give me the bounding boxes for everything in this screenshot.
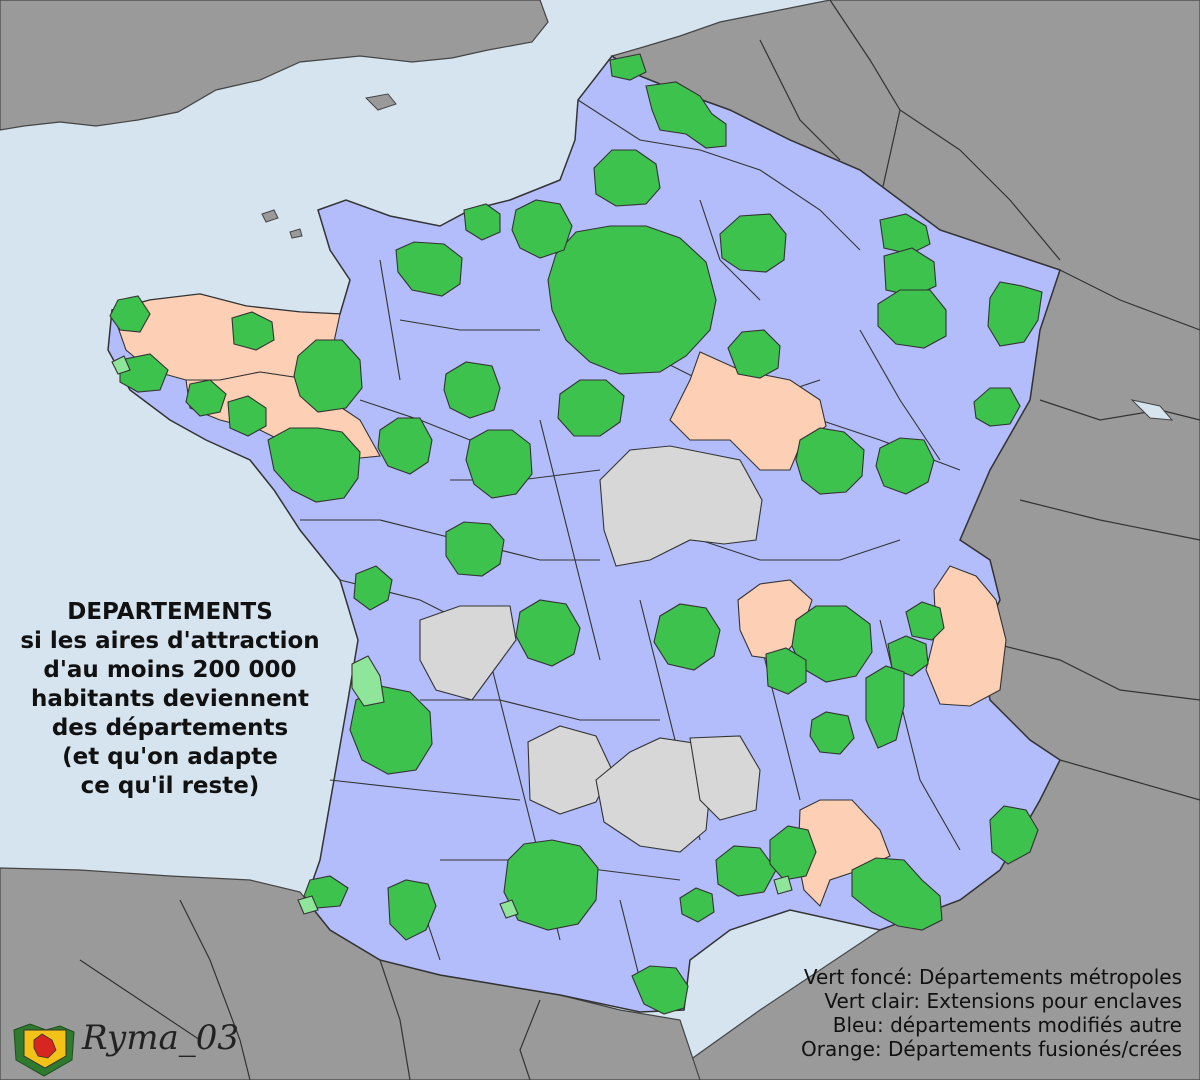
metropole-brest [109, 295, 151, 333]
metropole-dunkirk [609, 53, 647, 81]
metropole-marseille-toulon [851, 857, 943, 931]
extension-lourdes [499, 899, 519, 919]
coat-of-arms [13, 1023, 75, 1077]
extension-arcachon [351, 655, 385, 707]
metropole-lorient [119, 353, 169, 393]
grey-department-south-3 [689, 735, 761, 821]
metropole-bordeaux [349, 685, 433, 775]
legend-dark-green: Vert foncé: Départements métropoles [803, 965, 1182, 989]
metropole-besancon [875, 437, 935, 495]
metropole-saint-etienne [765, 647, 807, 695]
metropole-dijon [795, 427, 865, 495]
metropole-paris [547, 225, 717, 375]
metropole-tours [465, 429, 533, 499]
metropole-orleans [557, 379, 625, 437]
title-line-4: habitants deviennent [30, 686, 310, 712]
metropole-le-havre [463, 203, 501, 241]
channel-island-2 [289, 228, 303, 239]
metropole-nimes-avignon [769, 825, 817, 881]
metropole-mulhouse [973, 387, 1021, 427]
title-line-1: DEPARTEMENTS [67, 599, 273, 625]
grey-department-center [599, 445, 763, 567]
metropole-angers-poitiers [445, 521, 505, 577]
metropole-valence [809, 711, 855, 755]
legend-orange: Orange: Départements fusionés/crées [801, 1037, 1182, 1061]
grey-department-south-2 [595, 737, 711, 853]
metropole-toulouse [503, 839, 599, 931]
metropole-amiens [593, 149, 661, 207]
metropole-rouen [511, 199, 573, 259]
metropole-laval [377, 417, 433, 475]
metropole-le-mans [443, 361, 501, 419]
metropole-geneva-annecy [905, 601, 945, 641]
metropole-nancy [877, 289, 947, 349]
orange-center-east [669, 351, 827, 471]
metropole-metz [879, 213, 931, 255]
metropole-grenoble [865, 665, 905, 749]
legend-blue: Bleu: départements modifiés autre [832, 1013, 1182, 1037]
extension-camargue [773, 875, 793, 895]
channel-island [261, 209, 279, 223]
metropole-rennes [293, 339, 363, 413]
metropole-bayonne [303, 875, 349, 909]
metropole-troyes [727, 329, 781, 379]
metropole-caen [395, 241, 463, 297]
metropole-pau [387, 879, 437, 941]
metropole-strasbourg [987, 281, 1043, 347]
title-line-6: (et qu'on adapte [62, 744, 278, 770]
green-metropoles [109, 53, 1043, 1015]
extension-brittany [111, 355, 131, 375]
lake-constance [1130, 399, 1174, 421]
metropole-perpignan [631, 965, 689, 1015]
metropole-la-rochelle [353, 565, 393, 611]
metropole-saint-nazaire [227, 395, 267, 437]
isle-of-wight [364, 93, 397, 111]
metropole-nantes [267, 427, 361, 503]
author-signature: Ryma_03 [82, 1018, 239, 1058]
foreign-borders [79, 0, 1200, 1080]
metropole-saint-brieuc [231, 311, 275, 351]
title-line-5: des départements [51, 715, 289, 741]
title-line-7: ce qu'il reste) [80, 773, 260, 799]
metropole-vannes [185, 379, 227, 417]
legend-light-green: Vert clair: Extensions pour enclaves [824, 989, 1182, 1013]
metropole-beziers [679, 887, 715, 923]
france-mainland [107, 54, 1061, 1013]
metropole-thionville [883, 247, 937, 297]
grey-department-west [419, 605, 517, 701]
great-britain [0, 0, 549, 131]
title-line-3: d'au moins 200 000 [43, 657, 297, 683]
metropole-nice [989, 805, 1039, 865]
extension-basque [297, 895, 319, 915]
title-line-2: si les aires d'attraction [20, 628, 320, 654]
metropole-reims [719, 213, 787, 273]
metropole-lille [645, 81, 727, 149]
metropole-limoges [515, 599, 581, 667]
map-legend: Vert foncé: Départements métropoles Vert… [801, 965, 1182, 1061]
map-title: DEPARTEMENTS si les aires d'attraction d… [0, 598, 340, 801]
metropole-clermont [653, 603, 721, 671]
orange-savoie [925, 565, 1007, 707]
grey-departments [419, 445, 763, 853]
metropole-montpellier [715, 845, 777, 897]
light-green-extensions [111, 355, 793, 919]
